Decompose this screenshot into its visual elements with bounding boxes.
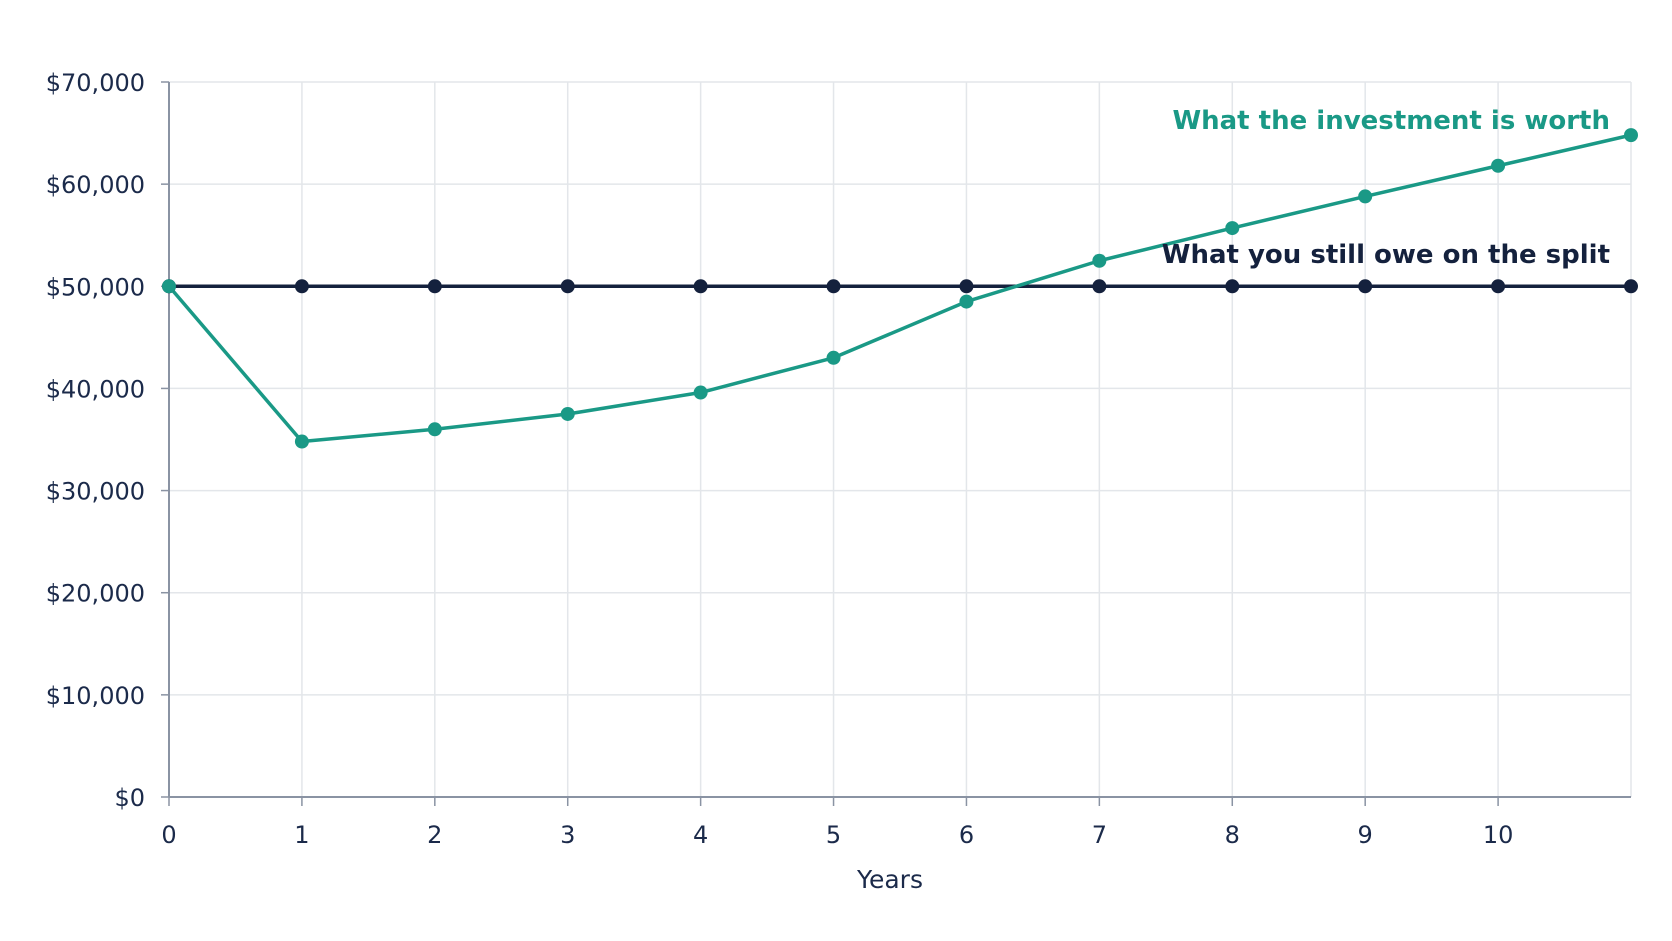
series-line-0: [167, 133, 1633, 444]
data-point-series-1: [959, 279, 974, 294]
data-point-series-0: [162, 279, 176, 294]
x-tick-label: 1: [294, 821, 309, 849]
y-tick-label: $40,000: [46, 375, 145, 403]
data-point-series-1: [1358, 279, 1373, 294]
x-tick-label: 6: [959, 821, 974, 849]
data-point-series-1: [826, 279, 841, 294]
data-point-series-0: [1624, 128, 1638, 143]
grid-lines: [169, 81, 1632, 798]
data-point-series-0: [294, 434, 309, 449]
series-label-owed: What you still owe on the split: [1162, 240, 1610, 270]
data-point-series-1: [560, 279, 575, 294]
data-point-series-1: [294, 279, 309, 294]
x-tick-label: 7: [1092, 821, 1107, 849]
x-tick-label: 2: [427, 821, 442, 849]
data-point-series-0: [959, 294, 974, 309]
data-point-series-0: [1092, 253, 1107, 268]
y-tick-label: $70,000: [46, 69, 145, 97]
tick-labels: $0 $10,000 $20,000 $30,000 $40,000 $50,000 $60…: [46, 69, 1514, 849]
y-tick-label: $0: [114, 784, 145, 812]
data-point-series-0: [693, 385, 708, 400]
series-lines: [162, 128, 1638, 449]
data-point-series-0: [1491, 158, 1506, 173]
x-tick-label: 0: [161, 821, 176, 849]
x-tick-label: 3: [560, 821, 575, 849]
x-tick-label: 8: [1225, 821, 1240, 849]
x-tick-label: 9: [1358, 821, 1373, 849]
data-point-series-0: [826, 350, 841, 365]
data-point-series-1: [1624, 279, 1638, 294]
x-tick-label: 10: [1483, 821, 1514, 849]
data-point-series-0: [427, 422, 442, 437]
y-tick-label: $50,000: [46, 273, 145, 301]
y-tick-label: $60,000: [46, 171, 145, 199]
data-point-series-1: [427, 279, 442, 294]
data-point-series-0: [1358, 189, 1373, 204]
series-label-investment: What the investment is worth: [1172, 106, 1610, 136]
y-tick-label: $30,000: [46, 478, 145, 506]
x-tick-label: 5: [826, 821, 841, 849]
data-point-series-1: [1491, 279, 1506, 294]
data-point-series-1: [693, 279, 708, 294]
data-point-series-0: [1225, 221, 1240, 236]
x-tick-label: 4: [693, 821, 708, 849]
y-tick-label: $10,000: [46, 682, 145, 710]
y-tick-label: $20,000: [46, 580, 145, 608]
data-point-series-0: [560, 406, 575, 421]
axes: [161, 81, 1631, 806]
data-point-series-1: [1225, 279, 1240, 294]
data-point-series-1: [1092, 279, 1107, 294]
x-axis-title: Years: [856, 865, 923, 894]
